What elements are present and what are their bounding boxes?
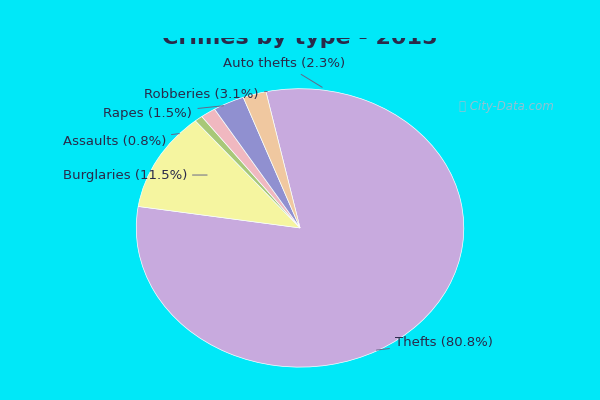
Wedge shape (215, 97, 300, 228)
Wedge shape (202, 109, 300, 228)
Wedge shape (243, 92, 300, 228)
Text: Thefts (80.8%): Thefts (80.8%) (376, 336, 493, 350)
Text: Auto thefts (2.3%): Auto thefts (2.3%) (223, 57, 344, 87)
Wedge shape (196, 116, 300, 228)
Text: Robberies (3.1%): Robberies (3.1%) (145, 88, 267, 101)
Text: Burglaries (11.5%): Burglaries (11.5%) (62, 168, 207, 182)
Text: Assaults (0.8%): Assaults (0.8%) (62, 134, 179, 148)
Text: Crimes by type - 2015: Crimes by type - 2015 (163, 28, 437, 48)
Wedge shape (138, 121, 300, 228)
Text: Rapes (1.5%): Rapes (1.5%) (103, 106, 224, 120)
Text: ⓘ City-Data.com: ⓘ City-Data.com (459, 100, 554, 113)
Wedge shape (136, 89, 464, 367)
